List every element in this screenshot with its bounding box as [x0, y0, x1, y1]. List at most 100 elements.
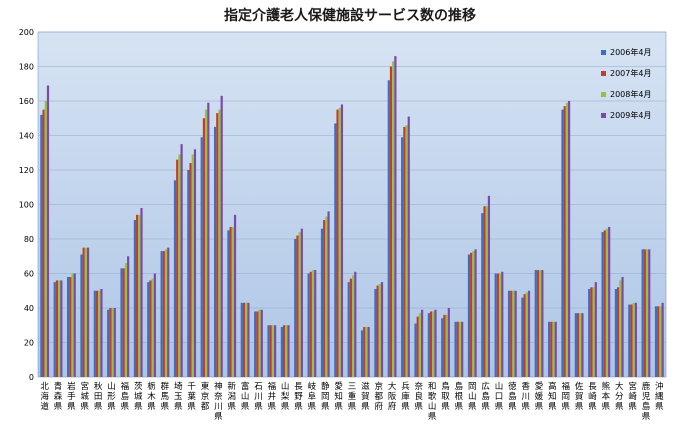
- x-tick-label: 静岡県: [321, 381, 330, 412]
- bar: [111, 308, 114, 377]
- legend-label: 2007年4月: [610, 68, 651, 78]
- bar: [80, 254, 83, 377]
- bar: [416, 316, 419, 378]
- bar: [539, 270, 542, 377]
- x-tick-label: 石川県: [254, 382, 263, 412]
- bar: [474, 249, 477, 377]
- x-tick-label: 福井県: [268, 381, 277, 412]
- bar: [601, 232, 604, 377]
- bar: [594, 282, 597, 378]
- bar: [247, 302, 250, 377]
- y-tick-label: 20: [24, 339, 34, 348]
- bar: [282, 325, 286, 377]
- bar: [347, 282, 350, 378]
- bar: [527, 290, 531, 377]
- bar: [654, 306, 658, 377]
- x-tick-label: 佐賀県: [575, 381, 584, 412]
- bar: [634, 302, 637, 377]
- bar: [309, 271, 312, 377]
- y-tick-label: 100: [19, 201, 34, 210]
- bar: [498, 273, 502, 377]
- x-tick-label: 兵庫県: [401, 381, 410, 412]
- bar: [576, 313, 580, 377]
- bar: [470, 252, 473, 377]
- bar: [548, 321, 551, 377]
- bar: [229, 226, 232, 377]
- bar: [661, 302, 664, 377]
- bar: [178, 154, 181, 377]
- bar: [136, 214, 139, 377]
- bar: [510, 290, 513, 377]
- bar: [67, 276, 70, 377]
- bar: [605, 228, 609, 377]
- legend-label: 2006年4月: [610, 47, 651, 57]
- bar: [443, 314, 446, 377]
- bar: [325, 216, 328, 377]
- bar: [124, 263, 128, 377]
- x-tick-label: 岩手県: [67, 381, 76, 412]
- bar: [207, 102, 210, 377]
- bar: [534, 270, 537, 377]
- y-axis: 0 20 40 60 80 100 120 140 160 180 200: [19, 28, 34, 382]
- bar: [363, 326, 366, 377]
- x-tick-label: 奈良県: [415, 381, 424, 412]
- bar: [496, 273, 499, 377]
- bar: [274, 325, 277, 377]
- bar: [380, 282, 384, 378]
- bar: [427, 313, 430, 377]
- legend-label: 2009年4月: [610, 110, 651, 120]
- bar: [628, 304, 631, 377]
- bar: [294, 239, 297, 377]
- x-tick-label: 栃木県: [147, 381, 156, 412]
- bar: [298, 232, 301, 377]
- bar: [218, 109, 221, 378]
- bar: [147, 282, 150, 378]
- x-tick-label: 香川県: [521, 381, 530, 412]
- bar: [193, 149, 197, 377]
- bar: [82, 247, 85, 378]
- x-tick-label: 宮崎県: [628, 381, 637, 412]
- bar: [414, 323, 417, 377]
- bar: [374, 289, 377, 377]
- bar: [521, 297, 524, 377]
- bar: [138, 214, 141, 377]
- bar: [233, 214, 237, 377]
- bar: [392, 61, 395, 377]
- bar: [338, 107, 341, 378]
- x-tick-label: 千葉県: [187, 381, 196, 412]
- legend-swatch: [601, 92, 606, 97]
- bar: [483, 206, 486, 377]
- bar: [46, 85, 50, 377]
- bar: [73, 273, 76, 377]
- bar: [323, 220, 326, 377]
- bar: [258, 309, 261, 377]
- bar: [501, 271, 504, 377]
- x-tick-label: 宮城県: [81, 381, 90, 412]
- bar: [202, 118, 206, 377]
- x-tick-label: 富山県: [241, 381, 250, 412]
- bar: [180, 144, 183, 377]
- bar: [507, 290, 511, 377]
- legend-swatch: [601, 71, 606, 76]
- bar: [394, 56, 397, 378]
- bar: [334, 123, 337, 378]
- bar: [632, 302, 635, 377]
- bar: [93, 290, 96, 377]
- bar: [407, 116, 410, 378]
- bar: [113, 308, 116, 377]
- y-tick-label: 60: [24, 270, 34, 279]
- y-tick-label: 120: [19, 166, 34, 175]
- bar: [187, 170, 190, 377]
- bar: [387, 80, 390, 378]
- bar: [563, 106, 566, 378]
- bar: [441, 318, 444, 377]
- bar: [619, 280, 622, 377]
- bar: [514, 290, 517, 377]
- bar: [405, 125, 408, 378]
- bar: [42, 109, 45, 378]
- bar: [189, 163, 192, 377]
- bar: [418, 313, 422, 377]
- bar: [403, 126, 406, 378]
- bar: [641, 249, 644, 377]
- bar: [200, 137, 203, 377]
